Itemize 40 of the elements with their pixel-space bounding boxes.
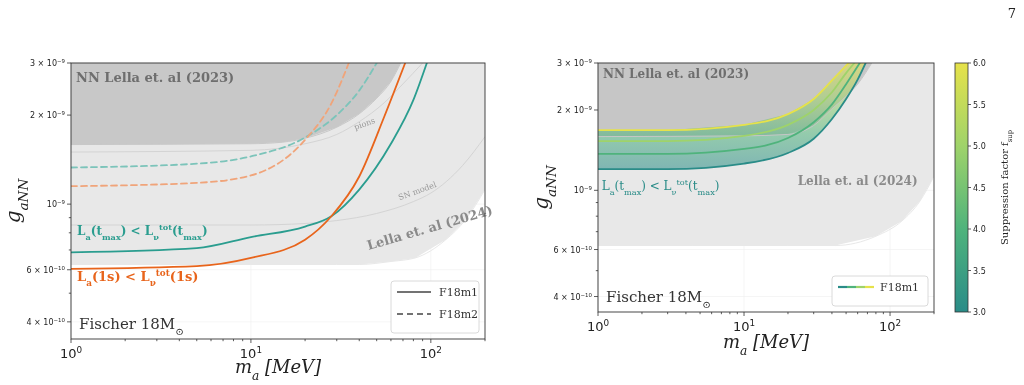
- x-tick-label: 10$^{2}$: [878, 318, 902, 334]
- x-tick-label: 10$^{1}$: [732, 318, 756, 334]
- series-label: L$_{a}$(1s) < L$_{ν}$$^{tot}$(1s): [77, 267, 199, 288]
- color-bar-label: 3.0: [973, 308, 986, 317]
- annotation: Fischer 18M$_{⊙}$: [79, 315, 184, 337]
- text: pions: [352, 116, 377, 132]
- y-tick-label: 4 × 10$^{−10}$: [26, 316, 66, 327]
- y-tick-label: 2 × 10$^{−9}$: [556, 104, 593, 115]
- color-bar-label: 5.0: [973, 142, 986, 151]
- annotation: F18m1: [880, 281, 920, 294]
- color-bar-label: 4.5: [973, 183, 986, 193]
- text: Lella et. al (2024): [365, 202, 495, 253]
- y-tick-label: 6 × 10$^{−10}$: [553, 244, 593, 255]
- annotation: Fischer 18M$_{⊙}$: [606, 288, 711, 310]
- text: 7: [1007, 6, 1017, 21]
- x-tick-label: 10$^{0}$: [59, 345, 83, 361]
- annotation: NN Lella et. al (2023): [76, 70, 235, 85]
- color-bar-label: 3.5: [973, 266, 986, 276]
- annotation: F18m1: [439, 286, 479, 299]
- x-tick-label: 10$^{2}$: [419, 345, 442, 361]
- y-tick-label: 3 × 10$^{−9}$: [29, 58, 66, 68]
- x-tick-label: 10$^{0}$: [586, 318, 610, 334]
- y-tick-label: 4 × 10$^{−10}$: [553, 291, 593, 302]
- color-bar-label: 5.5: [973, 100, 986, 110]
- annotation: F18m2: [439, 308, 479, 321]
- key-box: F18m1 F18m2: [390, 280, 480, 334]
- annotation: NN Lella et. al (2023): [603, 67, 750, 81]
- x-axis-title: m$_{a}$ [MeV]: [722, 331, 810, 358]
- y-tick-label: 10$^{−9}$: [573, 185, 593, 196]
- y-tick-label: 10$^{−9}$: [46, 199, 66, 210]
- color-bar-label: 6.0: [973, 59, 986, 68]
- y-tick-label: 3 × 10$^{−9}$: [556, 58, 593, 68]
- key-box: F18m1: [831, 275, 929, 307]
- series-label: Lella et. al (2024): [797, 173, 918, 188]
- text: L$_{a}$(t$_{max}$) < L$_{ν}$$^{tot}$(t$_{max}$): [601, 177, 720, 198]
- y-tick-label: 2 × 10$^{−9}$: [29, 110, 66, 121]
- color-bar-label: 4.0: [973, 225, 986, 234]
- y-tick-label: 6 × 10$^{−10}$: [26, 264, 66, 275]
- text: L$_{a}$(t$_{max}$) < L$_{ν}$$^{tot}$(t$_{max}$): [77, 222, 208, 243]
- x-tick-label: 10$^{1}$: [239, 345, 263, 361]
